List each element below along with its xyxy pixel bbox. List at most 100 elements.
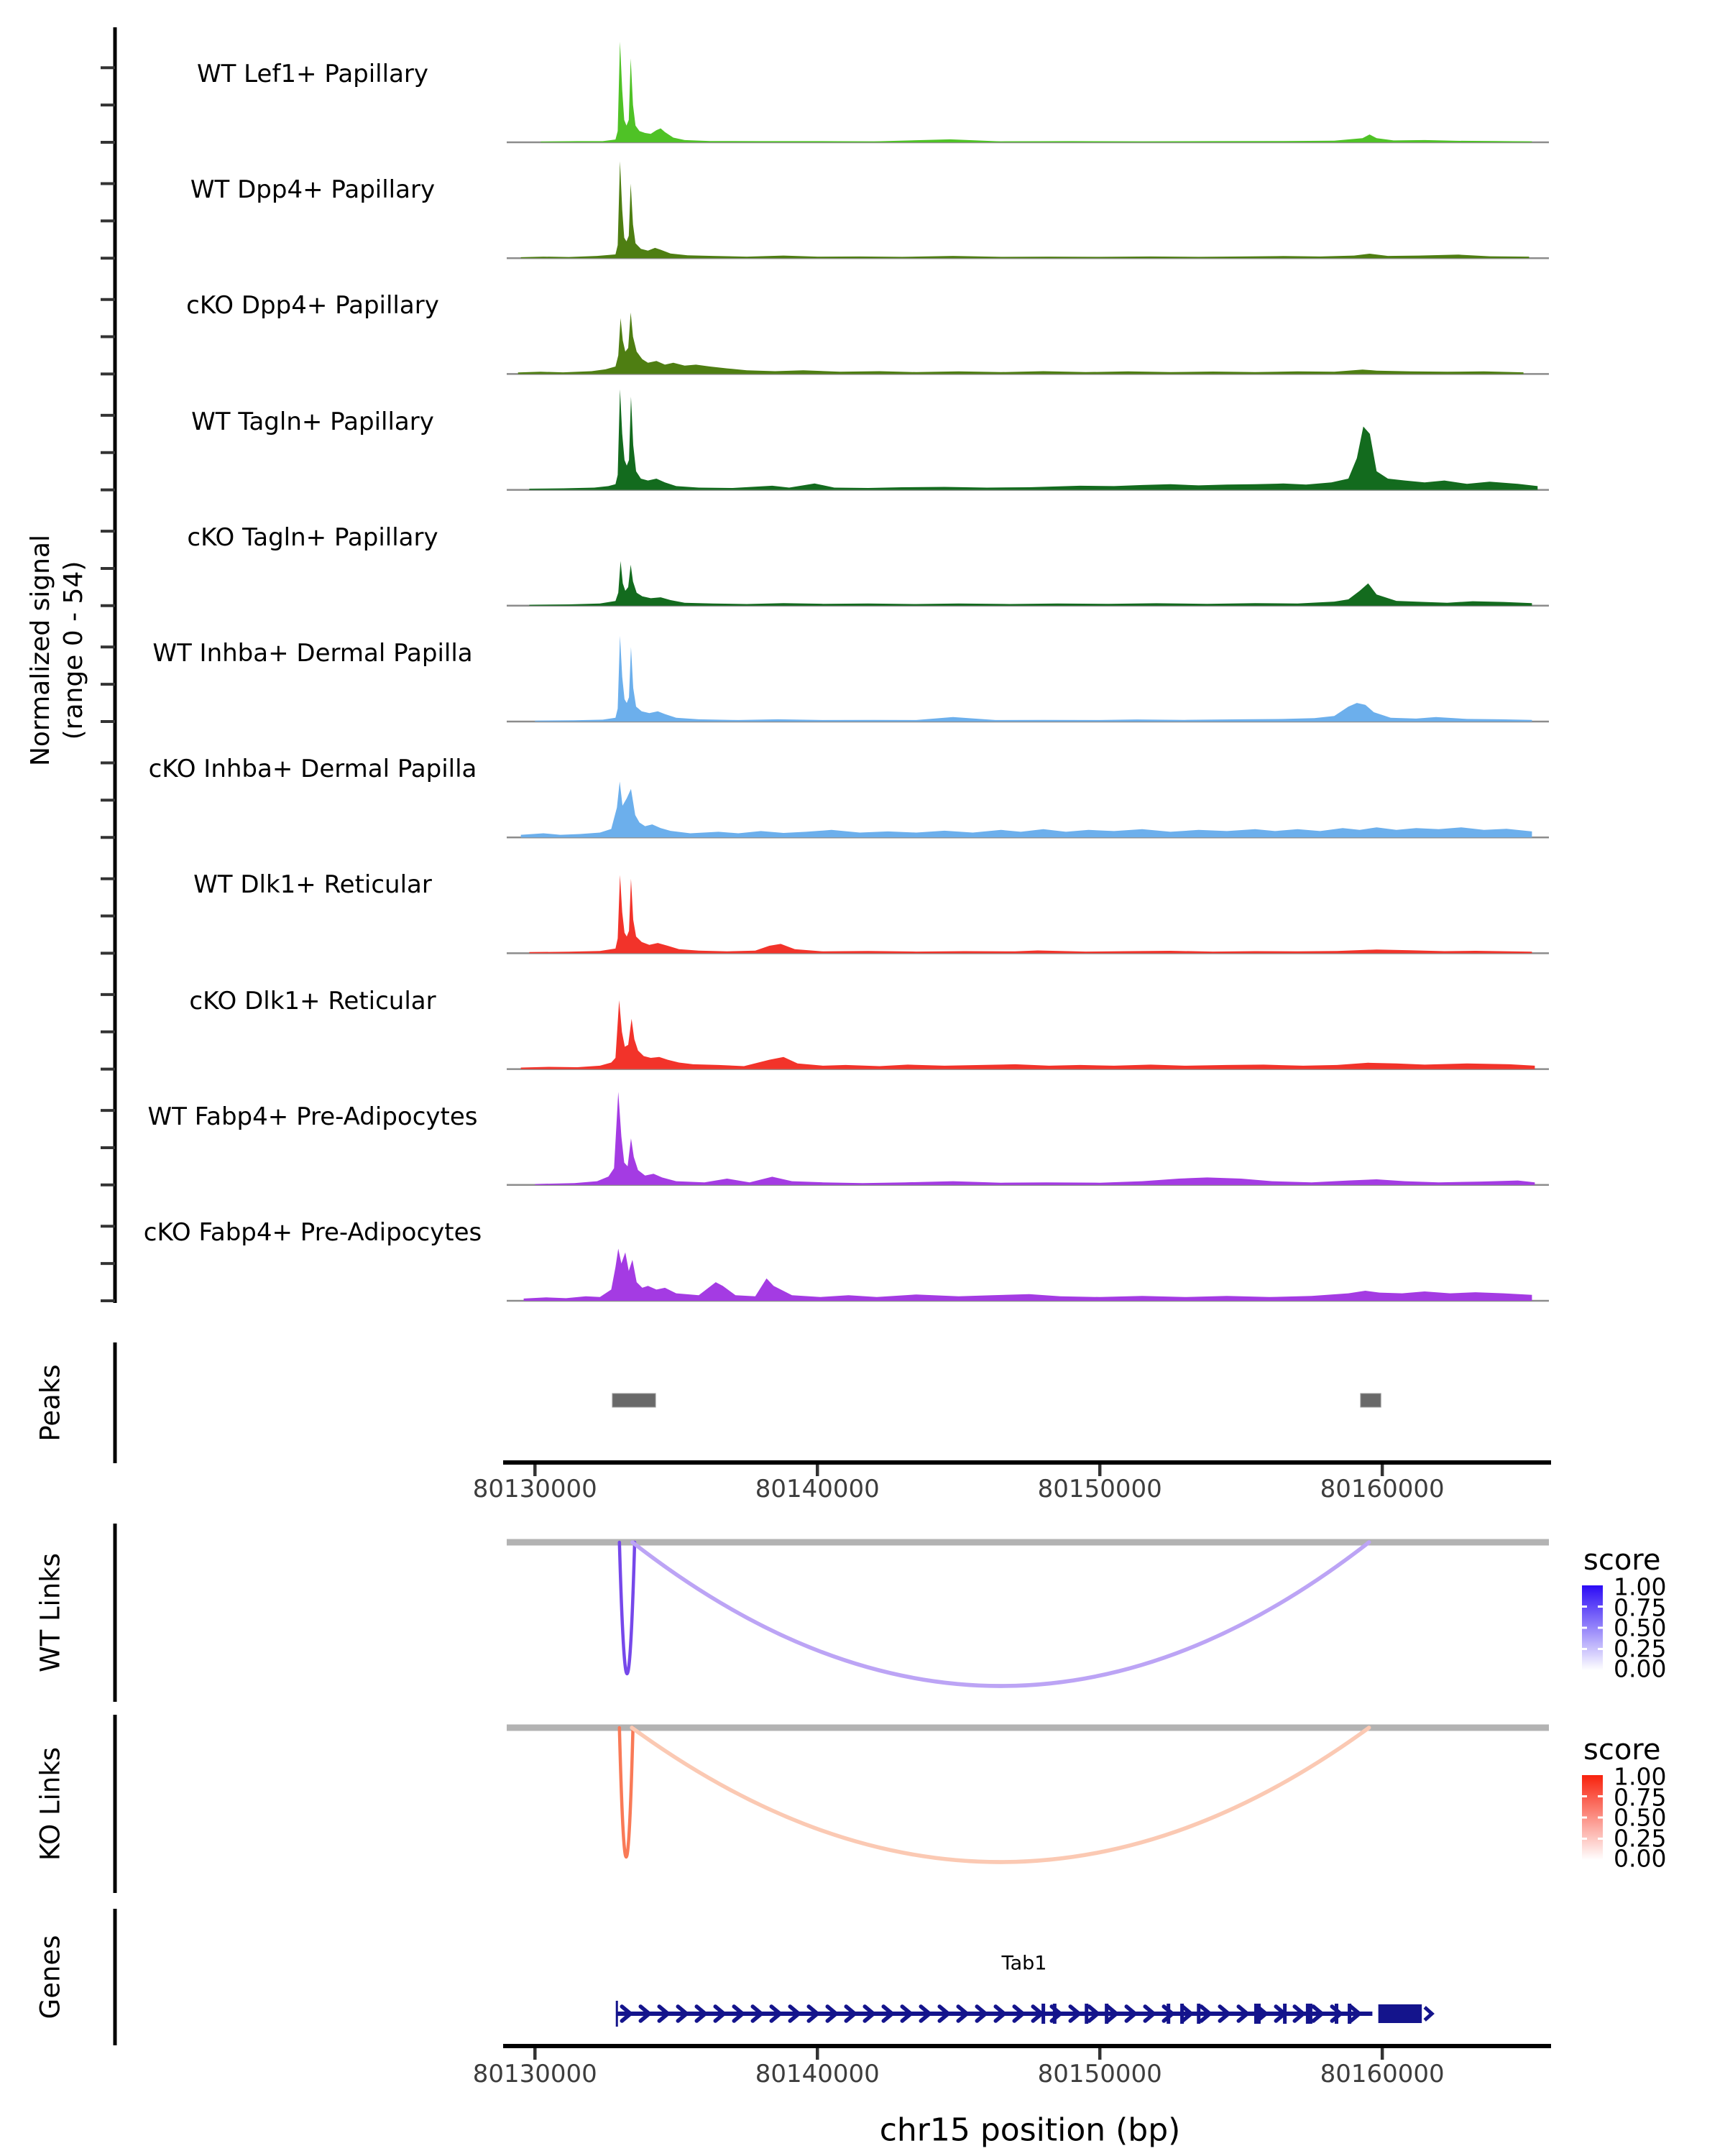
score-legend-value: 0.50 bbox=[1614, 1803, 1667, 1832]
gene-strand-arrow bbox=[862, 2004, 877, 2023]
gene-end-arrow bbox=[1423, 2006, 1435, 2022]
wt-links-panel-label: WT Links bbox=[34, 1553, 66, 1672]
gene-strand-arrow bbox=[713, 2004, 727, 2023]
genomic-axis-tick-label: 80160000 bbox=[1320, 1475, 1445, 1503]
gene-strand-arrow bbox=[750, 2004, 765, 2023]
gene-exon-tick bbox=[1197, 2004, 1201, 2024]
y-axis-title-line2: (range 0 - 54) bbox=[59, 561, 88, 740]
gene-strand-arrow bbox=[825, 2004, 840, 2023]
score-legend-value: 1.00 bbox=[1614, 1572, 1667, 1601]
gene-name-label: Tab1 bbox=[1001, 1952, 1047, 1975]
genes-panel-label: Genes bbox=[34, 1935, 66, 2019]
coverage-signal-9 bbox=[535, 1092, 1535, 1185]
genomic-axis-tick-label: 80150000 bbox=[1037, 1475, 1162, 1503]
coverage-track-label: cKO Dpp4+ Papillary bbox=[186, 291, 439, 321]
score-legend-value: 0.00 bbox=[1614, 1654, 1667, 1683]
coverage-track-label: WT Tagln+ Papillary bbox=[191, 407, 434, 436]
gene-strand-arrow bbox=[1012, 2004, 1026, 2023]
coverage-track-label: cKO Dlk1+ Reticular bbox=[189, 986, 436, 1015]
y-axis-title-line1: Normalized signal bbox=[26, 534, 55, 767]
coverage-signal-2 bbox=[518, 312, 1524, 374]
coverage-signal-1 bbox=[520, 161, 1530, 259]
peak-interval bbox=[612, 1393, 656, 1408]
gene-strand-arrow bbox=[1105, 2004, 1120, 2023]
gene-strand-arrow bbox=[937, 2004, 952, 2023]
gene-strand-arrow bbox=[694, 2004, 709, 2023]
coverage-track-label: WT Dpp4+ Papillary bbox=[190, 175, 436, 205]
score-legend-value: 0.50 bbox=[1614, 1613, 1667, 1642]
gene-exon-tick bbox=[1254, 2004, 1261, 2024]
ko-links-panel-label: KO Links bbox=[34, 1746, 66, 1861]
gene-exon-tick bbox=[1085, 2004, 1089, 2024]
score-legend-value: 0.25 bbox=[1614, 1824, 1667, 1852]
coverage-signal-0 bbox=[540, 42, 1532, 142]
genomic-axis-tick-label: 80140000 bbox=[755, 1475, 880, 1503]
gene-strand-arrow bbox=[975, 2004, 989, 2023]
gene-strand-arrow bbox=[993, 2004, 1008, 2023]
coverage-y-axis-title: Normalized signal (range 0 - 54) bbox=[24, 535, 91, 766]
gene-exon-tick bbox=[1167, 2004, 1171, 2024]
ko-links-arc-0 bbox=[617, 1726, 635, 1858]
gene-strand-arrow bbox=[900, 2004, 914, 2023]
coverage-signal-5 bbox=[535, 635, 1532, 722]
coverage-signal-7 bbox=[529, 875, 1532, 954]
coverage-signal-4 bbox=[529, 561, 1532, 606]
coverage-track-label: cKO Tagln+ Papillary bbox=[187, 522, 438, 552]
wt-links-arc-0 bbox=[617, 1540, 637, 1675]
gene-strand-arrow bbox=[638, 2004, 653, 2023]
gene-strand-arrow bbox=[620, 2004, 634, 2023]
gene-strand-arrow bbox=[844, 2004, 858, 2023]
coverage-track-label: cKO Fabp4+ Pre-Adipocytes bbox=[143, 1218, 482, 1247]
gene-strand-arrow bbox=[788, 2004, 802, 2023]
genomic-axis-tick-label: 80130000 bbox=[472, 2060, 597, 2088]
gene-strand-arrow bbox=[1236, 2004, 1251, 2023]
genomic-axis-tick-label: 80140000 bbox=[755, 2060, 880, 2088]
gene-strand-arrow bbox=[1180, 2004, 1195, 2023]
gene-exon-tick bbox=[1105, 2004, 1109, 2024]
ko-links-arc-1 bbox=[630, 1726, 1371, 1864]
gene-strand-arrow bbox=[1311, 2004, 1325, 2023]
wt-links-arc-1 bbox=[630, 1540, 1371, 1688]
gene-exon-tick bbox=[1334, 2004, 1338, 2024]
score-legend-value: 1.00 bbox=[1614, 1762, 1667, 1791]
coverage-signal-10 bbox=[523, 1248, 1532, 1301]
gene-strand-arrow bbox=[806, 2004, 821, 2023]
score-legend-value: 0.25 bbox=[1614, 1634, 1667, 1662]
gene-strand-arrow bbox=[676, 2004, 690, 2023]
gene-strand-arrow bbox=[657, 2004, 671, 2023]
coverage-track-label: WT Lef1+ Papillary bbox=[196, 60, 429, 88]
gene-exon-tick bbox=[1041, 2004, 1046, 2024]
gene-strand-arrow bbox=[1292, 2004, 1307, 2023]
genomic-axis-tick-label: 80130000 bbox=[472, 1475, 597, 1503]
coverage-signal-3 bbox=[529, 389, 1538, 490]
coverage-track-label: WT Fabp4+ Pre-Adipocytes bbox=[147, 1102, 478, 1131]
gene-terminal-exon bbox=[1378, 2004, 1422, 2023]
genomic-axis-tick-label: 80150000 bbox=[1037, 2060, 1162, 2088]
x-axis-title: chr15 position (bp) bbox=[879, 2111, 1181, 2149]
gene-strand-arrow bbox=[1348, 2004, 1363, 2023]
gene-strand-arrow bbox=[881, 2004, 896, 2023]
coverage-signal-8 bbox=[520, 1000, 1535, 1069]
wt-score-legend-title: score bbox=[1583, 1544, 1661, 1577]
gene-strand-arrow bbox=[1143, 2004, 1157, 2023]
genomic-axis-tick-label: 80160000 bbox=[1320, 2060, 1445, 2088]
score-legend-value: 0.75 bbox=[1614, 1783, 1667, 1811]
score-legend-value: 0.75 bbox=[1614, 1593, 1667, 1621]
coverage-track-label: WT Inhba+ Dermal Papilla bbox=[152, 639, 473, 668]
peaks-panel-label: Peaks bbox=[34, 1364, 66, 1442]
gene-strand-arrow bbox=[769, 2004, 783, 2023]
gene-strand-arrow bbox=[1068, 2004, 1082, 2023]
gene-strand-arrow bbox=[1199, 2004, 1213, 2023]
coverage-track-label: cKO Inhba+ Dermal Papilla bbox=[148, 755, 477, 784]
gene-exon-tick bbox=[1180, 2004, 1184, 2024]
ko-score-legend-title: score bbox=[1583, 1733, 1661, 1766]
gene-strand-arrow bbox=[1218, 2004, 1232, 2023]
gene-strand-arrow bbox=[919, 2004, 933, 2023]
gene-exon-tick bbox=[1348, 2004, 1352, 2024]
gene-strand-arrow bbox=[1124, 2004, 1138, 2023]
gene-strand-arrow bbox=[956, 2004, 970, 2023]
gene-exon-tick bbox=[1052, 2004, 1057, 2024]
gene-strand-arrow bbox=[732, 2004, 746, 2023]
